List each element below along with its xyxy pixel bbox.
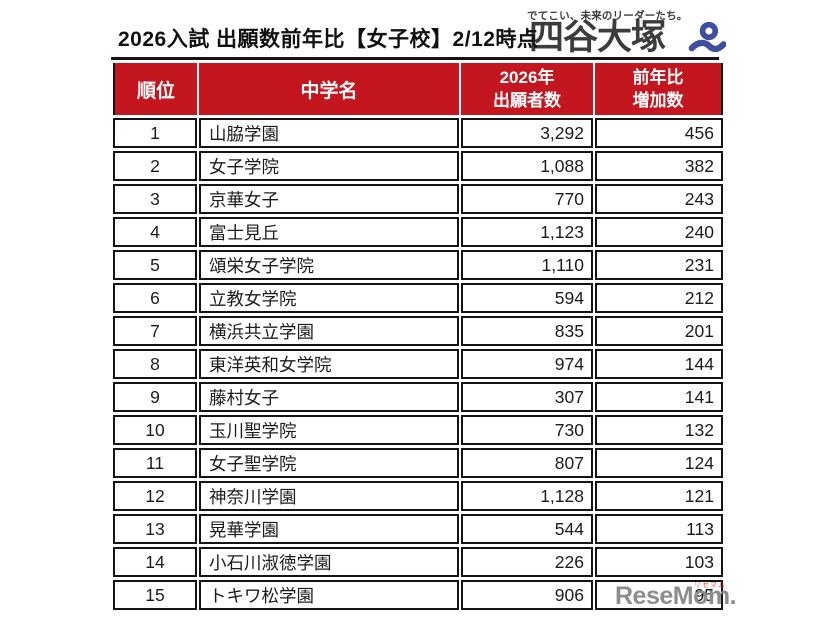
cell-applicants-count: 226 (461, 547, 593, 577)
cell-increase-count: 212 (595, 283, 723, 313)
cell-school-name: 富士見丘 (199, 217, 459, 247)
table-row: 2 女子学院 1,088 382 (113, 151, 723, 181)
table-header-row: 順位 中学名 2026年 出願者数 前年比 増加数 (113, 63, 723, 115)
cell-applicants-count: 544 (461, 514, 593, 544)
cell-school-name: 晃華学園 (199, 514, 459, 544)
brand-logo-icon (688, 17, 727, 59)
cell-rank: 10 (113, 415, 197, 445)
table-header: 順位 中学名 2026年 出願者数 前年比 増加数 (113, 63, 723, 115)
cell-increase-count: 124 (595, 448, 723, 478)
cell-applicants-count: 307 (461, 382, 593, 412)
cell-rank: 14 (113, 547, 197, 577)
cell-rank: 9 (113, 382, 197, 412)
table-row: 9 藤村女子 307 141 (113, 382, 723, 412)
table-row: 4 富士見丘 1,123 240 (113, 217, 723, 247)
cell-applicants-count: 770 (461, 184, 593, 214)
cell-school-name: 立教女学院 (199, 283, 459, 313)
table-row: 6 立教女学院 594 212 (113, 283, 723, 313)
cell-school-name: 藤村女子 (199, 382, 459, 412)
col-header-rank: 順位 (113, 63, 197, 115)
cell-rank: 6 (113, 283, 197, 313)
cell-rank: 11 (113, 448, 197, 478)
cell-school-name: 女子学院 (199, 151, 459, 181)
cell-applicants-count: 1,128 (461, 481, 593, 511)
table-row: 15 トキワ松学園 906 95 (113, 580, 723, 610)
cell-rank: 15 (113, 580, 197, 610)
cell-increase-count: 113 (595, 514, 723, 544)
table-body: 1 山脇学園 3,292 456 2 女子学院 1,088 382 3 京華女子 770 243 4 富士… (113, 118, 723, 610)
table-row: 1 山脇学園 3,292 456 (113, 118, 723, 148)
cell-applicants-count: 594 (461, 283, 593, 313)
cell-school-name: トキワ松学園 (199, 580, 459, 610)
table-row: 11 女子聖学院 807 124 (113, 448, 723, 478)
cell-rank: 4 (113, 217, 197, 247)
cell-increase-count: 95 (595, 580, 723, 610)
cell-increase-count: 141 (595, 382, 723, 412)
cell-rank: 13 (113, 514, 197, 544)
cell-increase-count: 456 (595, 118, 723, 148)
cell-increase-count: 144 (595, 349, 723, 379)
cell-increase-count: 382 (595, 151, 723, 181)
table-row: 10 玉川聖学院 730 132 (113, 415, 723, 445)
col-header-increase-line2: 増加数 (632, 91, 684, 110)
resemom-logo: リセマム ReseMom. (615, 582, 737, 610)
table-row: 5 頌栄女子学院 1,110 231 (113, 250, 723, 280)
cell-rank: 5 (113, 250, 197, 280)
col-header-rank-label: 順位 (136, 80, 175, 102)
cell-applicants-count: 1,123 (461, 217, 593, 247)
cell-increase-count: 240 (595, 217, 723, 247)
cell-school-name: 京華女子 (199, 184, 459, 214)
table-row: 7 横浜共立学園 835 201 (113, 316, 723, 346)
cell-school-name: 横浜共立学園 (199, 316, 459, 346)
cell-school-name: 頌栄女子学院 (199, 250, 459, 280)
cell-increase-count: 103 (595, 547, 723, 577)
cell-applicants-count: 1,110 (461, 250, 593, 280)
cell-increase-count: 201 (595, 316, 723, 346)
cell-applicants-count: 730 (461, 415, 593, 445)
col-header-school-label: 中学名 (300, 80, 358, 102)
col-header-school: 中学名 (199, 63, 459, 115)
page-title: 2026入試 出願数前年比【女子校】2/12時点 (111, 26, 719, 60)
col-header-increase: 前年比 増加数 (595, 63, 723, 115)
resemom-logo-text: ReseMom. (615, 582, 737, 610)
col-header-applicants-line2: 出願者数 (493, 91, 561, 110)
cell-increase-count: 231 (595, 250, 723, 280)
cell-school-name: 神奈川学園 (199, 481, 459, 511)
cell-applicants-count: 835 (461, 316, 593, 346)
col-header-applicants-line1: 2026年 (499, 68, 555, 87)
cell-rank: 1 (113, 118, 197, 148)
resemom-ruby-label: リセマム (694, 582, 727, 589)
cell-school-name: 玉川聖学院 (199, 415, 459, 445)
table-row: 3 京華女子 770 243 (113, 184, 723, 214)
ranking-sheet: 2026入試 出願数前年比【女子校】2/12時点 順位 中学名 2026年 出願… (111, 26, 723, 613)
table-row: 13 晃華学園 544 113 (113, 514, 723, 544)
cell-applicants-count: 3,292 (461, 118, 593, 148)
cell-school-name: 山脇学園 (199, 118, 459, 148)
cell-rank: 7 (113, 316, 197, 346)
col-header-increase-line1: 前年比 (632, 68, 684, 87)
cell-rank: 8 (113, 349, 197, 379)
cell-school-name: 東洋英和女学院 (199, 349, 459, 379)
cell-school-name: 女子聖学院 (199, 448, 459, 478)
cell-rank: 3 (113, 184, 197, 214)
cell-rank: 12 (113, 481, 197, 511)
table-row: 8 東洋英和女学院 974 144 (113, 349, 723, 379)
brand-tagline: でてこい、未来のリーダーたち。 (527, 10, 688, 22)
cell-school-name: 小石川淑徳学園 (199, 547, 459, 577)
cell-increase-count: 243 (595, 184, 723, 214)
table-row: 12 神奈川学園 1,128 121 (113, 481, 723, 511)
cell-rank: 2 (113, 151, 197, 181)
cell-increase-count: 132 (595, 415, 723, 445)
cell-applicants-count: 906 (461, 580, 593, 610)
ranking-table: 順位 中学名 2026年 出願者数 前年比 増加数 1 山脇学園 3,292 456 2… (111, 60, 725, 613)
brand-name: 四谷大塚 (529, 18, 666, 57)
cell-applicants-count: 974 (461, 349, 593, 379)
cell-increase-count: 121 (595, 481, 723, 511)
col-header-applicants: 2026年 出願者数 (461, 63, 593, 115)
cell-applicants-count: 1,088 (461, 151, 593, 181)
table-row: 14 小石川淑徳学園 226 103 (113, 547, 723, 577)
cell-applicants-count: 807 (461, 448, 593, 478)
